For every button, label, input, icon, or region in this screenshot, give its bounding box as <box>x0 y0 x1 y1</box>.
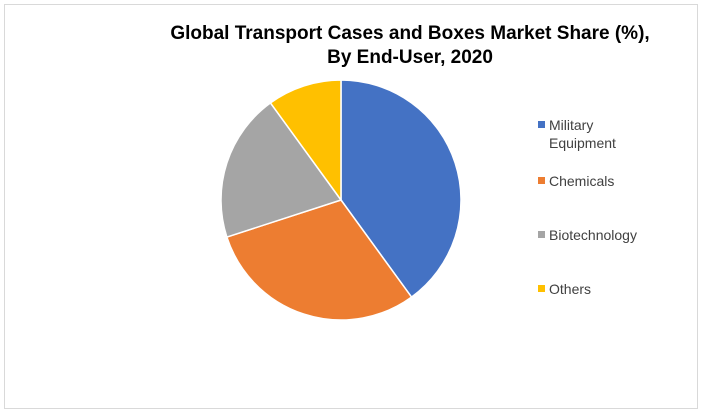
chart-title: Global Transport Cases and Boxes Market … <box>60 22 704 70</box>
legend-swatch-others <box>538 285 545 292</box>
pie-slice-others <box>269 79 342 203</box>
pie-slice-military-equipment <box>340 79 462 299</box>
legend-item-chemicals: Chemicals <box>538 172 659 190</box>
legend-item-biotechnology: Biotechnology <box>538 226 659 244</box>
pie-slice-biotechnology <box>220 101 343 239</box>
legend-label-biotechnology: Biotechnology <box>549 227 637 243</box>
chart-title-line-1: Global Transport Cases and Boxes Market … <box>170 23 650 44</box>
legend-swatch-chemicals <box>538 177 545 184</box>
chart-title-line-2: By End-User, 2020 <box>327 47 493 68</box>
legend-label-chemicals: Chemicals <box>549 173 615 189</box>
legend-swatch-biotechnology <box>538 231 545 238</box>
pie-slice-chemicals <box>225 199 413 321</box>
legend-swatch-military-equipment <box>538 121 545 128</box>
legend-item-military-equipment: Military Equipment <box>538 116 659 152</box>
legend-label-military-equipment: Military Equipment <box>549 117 616 151</box>
legend-label-others: Others <box>549 281 592 297</box>
legend-item-others: Others <box>538 280 659 298</box>
